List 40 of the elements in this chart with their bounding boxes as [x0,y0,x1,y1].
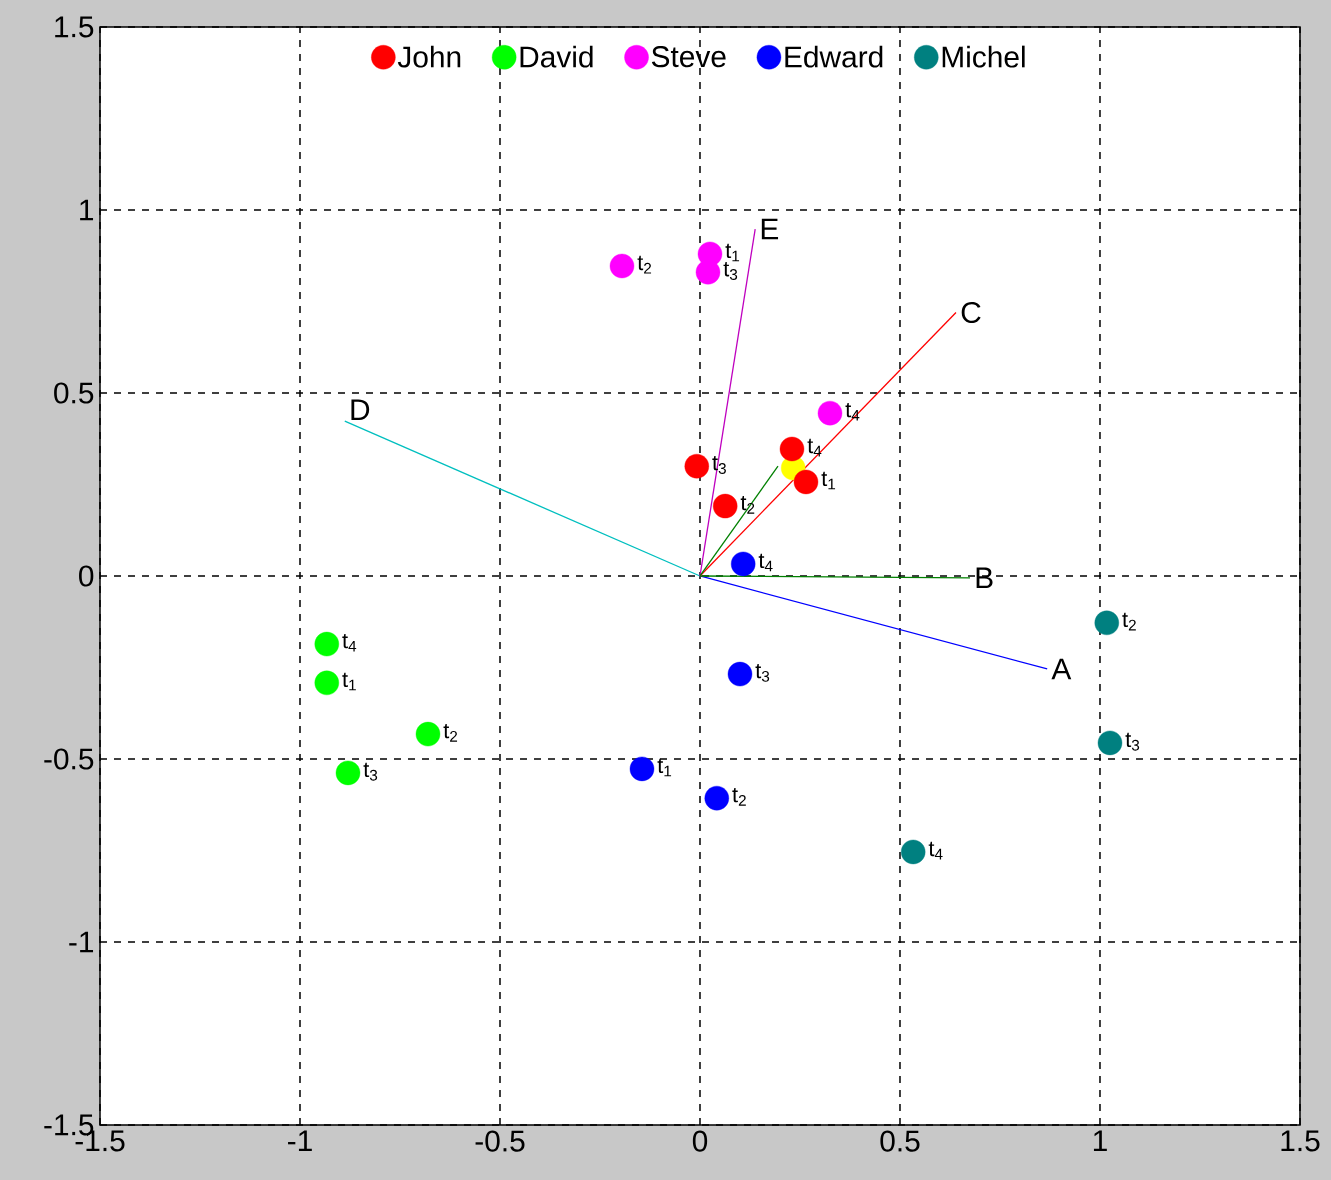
x-tick-label: -1 [288,1130,312,1152]
annotation: t$_{2}$ [1122,612,1136,631]
annotation: t$_{4}$ [342,633,357,652]
annotation: t$_{2}$ [637,255,652,274]
y-tick-label: -0.5 [44,748,94,770]
annotation: t$_{4}$ [928,841,943,860]
x-tick-label: -0.5 [475,1130,525,1152]
x-tick-label: 1.5 [1281,1130,1320,1152]
x-tick-label: 1 [1093,1130,1107,1152]
annotation: t$_{3}$ [755,663,770,682]
annotation: t$_{2}$ [443,723,458,742]
series-label: A [1051,658,1072,680]
legend-label: John [397,45,461,68]
series-label: D [351,399,370,420]
annotation: t$_{3}$ [723,262,738,280]
legend-label: Michel [942,45,1025,68]
annotation: t$_{3}$ [363,762,378,781]
annotation: t$_{1}$ [657,758,672,777]
annotation: t$_{2}$ [732,787,746,806]
x-tick-label: 0 [692,1130,708,1152]
y-tick-label: 1 [80,199,94,221]
y-tick-label: -1 [69,931,94,953]
series-label: E [761,218,779,240]
series-label: C [961,301,981,324]
y-tick-label: 0 [79,565,94,587]
series-label: B [976,567,993,589]
legend-label: Edward [785,45,883,68]
legend-label: David [520,45,593,68]
annotation: t$_{3}$ [1125,732,1140,751]
annotation: t$_{2}$ [740,495,755,514]
legend-label: Steve [651,46,726,68]
annotation: t$_{4}$ [758,553,773,572]
annotation: t$_{1}$ [342,672,356,691]
annotation: t$_{1}$ [821,471,836,490]
y-tick-label: 0.5 [54,382,94,404]
annotation: t$_{4}$ [807,438,822,457]
annotation: t$_{1}$ [725,243,740,262]
y-tick-label: 1.5 [55,16,94,38]
annotation: t$_{3}$ [712,456,726,474]
x-tick-label: 0.5 [880,1130,920,1152]
